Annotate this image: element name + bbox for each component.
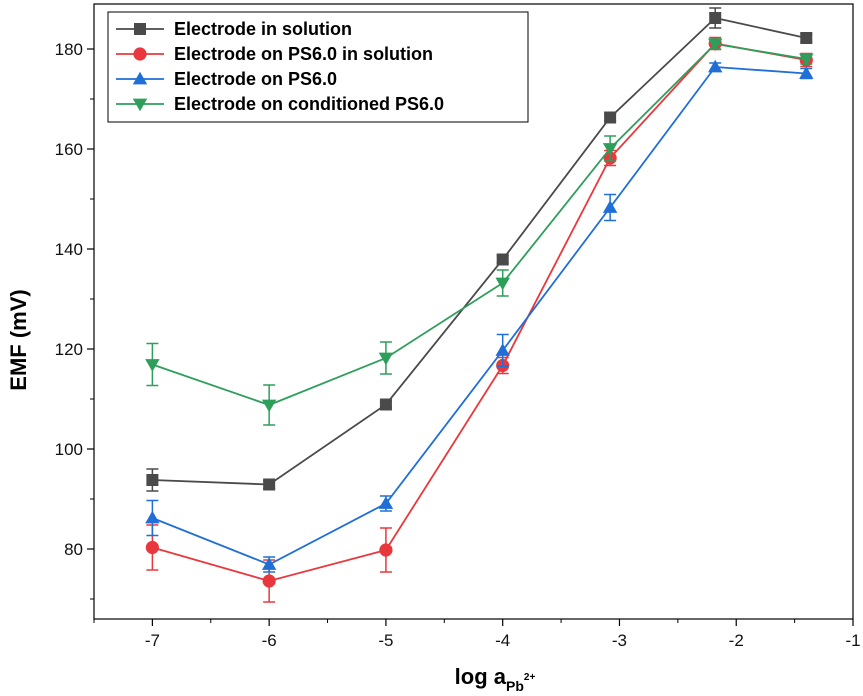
- data-point: [709, 12, 722, 24]
- legend-marker: [132, 71, 148, 85]
- legend-item: Electrode on conditioned PS6.0: [116, 94, 444, 114]
- x-axis-title-main: log a: [455, 664, 507, 689]
- legend-marker: [133, 47, 147, 61]
- series-group: [145, 7, 814, 603]
- y-tick-label: 100: [55, 440, 83, 459]
- x-tick-label: -7: [145, 631, 160, 650]
- y-tick-label: 160: [55, 140, 83, 159]
- x-tick-label: -2: [729, 631, 744, 650]
- data-point: [495, 277, 510, 291]
- data-point: [799, 53, 814, 67]
- series-4: [145, 38, 814, 426]
- x-axis-title-sup: 2+: [524, 672, 536, 683]
- legend-label: Electrode on conditioned PS6.0: [174, 94, 444, 114]
- data-point: [379, 543, 393, 557]
- data-point: [145, 540, 159, 555]
- data-point: [262, 574, 276, 588]
- data-point: [708, 38, 723, 52]
- data-point: [145, 359, 160, 372]
- data-point: [602, 200, 618, 213]
- data-point: [146, 474, 159, 486]
- data-point: [263, 478, 276, 491]
- data-point: [800, 32, 813, 44]
- x-axis-title-sub: Pb: [506, 678, 524, 694]
- legend-marker: [134, 23, 146, 35]
- series-line: [152, 42, 807, 582]
- legend-item: Electrode on PS6.0: [116, 69, 337, 89]
- y-tick-label: 80: [64, 540, 83, 559]
- data-point: [496, 253, 509, 266]
- data-point: [145, 510, 160, 524]
- data-point: [379, 398, 392, 411]
- data-point: [602, 143, 618, 156]
- legend-box: [107, 11, 529, 123]
- y-tick-label: 180: [55, 40, 83, 59]
- data-point: [378, 352, 394, 366]
- data-point: [604, 111, 617, 124]
- x-tick-label: -4: [495, 631, 510, 650]
- legend-marker: [132, 98, 148, 112]
- series-3: [145, 59, 814, 573]
- series-1: [146, 7, 813, 492]
- x-tick-label: -6: [262, 631, 277, 650]
- data-point: [261, 557, 277, 570]
- legend: Electrode in solution Electrode on PS6.0 …: [107, 11, 529, 123]
- y-tick-label: 120: [55, 340, 83, 359]
- legend-label: Electrode in solution: [174, 19, 352, 39]
- x-tick-label: -1: [845, 631, 860, 650]
- x-tick-label: -5: [378, 631, 393, 650]
- y-tick-label: 140: [55, 240, 83, 259]
- legend-item: Electrode on PS6.0 in solution: [116, 44, 433, 64]
- data-point: [799, 66, 814, 79]
- plot-frame: [93, 3, 854, 620]
- x-tick-label: -3: [612, 631, 627, 650]
- data-point: [708, 59, 723, 73]
- y-axis-title: EMF (mV): [6, 289, 31, 390]
- x-axis-title: log aPb2+: [455, 664, 536, 694]
- data-point: [495, 343, 510, 356]
- axes: -7 -6 -5 -4 -3 -2 -1 80 100 120 140 160 180: [55, 3, 861, 650]
- legend-label: Electrode on PS6.0: [174, 69, 337, 89]
- series-line: [152, 66, 807, 566]
- data-point: [261, 399, 277, 413]
- legend-item: Electrode in solution: [116, 19, 352, 39]
- data-point: [378, 496, 394, 509]
- legend-label: Electrode on PS6.0 in solution: [174, 44, 433, 64]
